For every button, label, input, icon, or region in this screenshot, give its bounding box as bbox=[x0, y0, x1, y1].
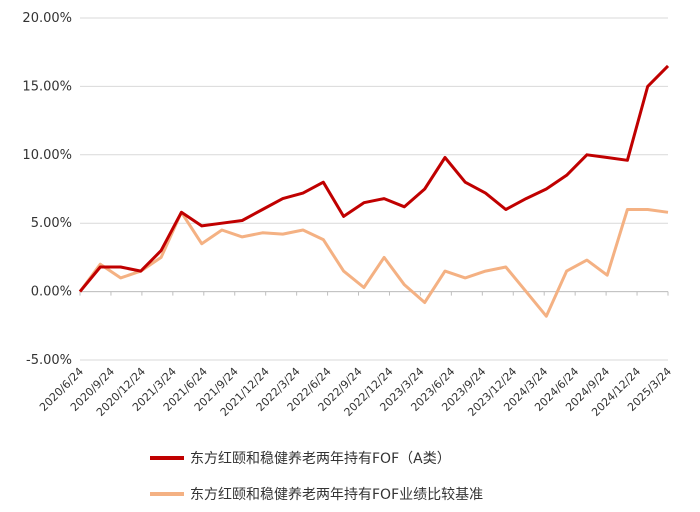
legend: 东方红颐和稳健养老两年持有FOF（A类） 东方红颐和稳健养老两年持有FOF业绩比… bbox=[150, 440, 483, 512]
series-line-benchmark bbox=[78, 208, 669, 318]
legend-label-benchmark: 东方红颐和稳健养老两年持有FOF业绩比较基准 bbox=[190, 487, 484, 503]
gridlines bbox=[80, 17, 668, 361]
y-axis: 20.00% 15.00% 10.00% 5.00% 0.00% -5.00% bbox=[22, 11, 72, 368]
y-tick-label: -5.00% bbox=[26, 353, 72, 368]
legend-item-benchmark: 东方红颐和稳健养老两年持有FOF业绩比较基准 bbox=[150, 476, 483, 512]
line-chart: 20.00% 15.00% 10.00% 5.00% 0.00% -5.00% 2020/… bbox=[22, 11, 674, 419]
y-tick-label: 0.00% bbox=[31, 285, 72, 300]
x-axis: 2020/6/242020/9/242020/12/242021/3/24202… bbox=[37, 291, 674, 419]
series-line-fund bbox=[78, 64, 670, 293]
y-tick-label: 10.00% bbox=[22, 148, 72, 163]
y-tick-label: 20.00% bbox=[22, 11, 72, 26]
y-tick-label: 5.00% bbox=[31, 216, 72, 231]
legend-item-fund: 东方红颐和稳健养老两年持有FOF（A类） bbox=[150, 440, 483, 476]
legend-label-fund: 东方红颐和稳健养老两年持有FOF（A类） bbox=[190, 451, 451, 467]
legend-swatch-benchmark bbox=[150, 492, 184, 496]
series-lines bbox=[78, 64, 670, 318]
legend-swatch-fund bbox=[150, 456, 184, 460]
y-tick-label: 15.00% bbox=[22, 79, 72, 94]
